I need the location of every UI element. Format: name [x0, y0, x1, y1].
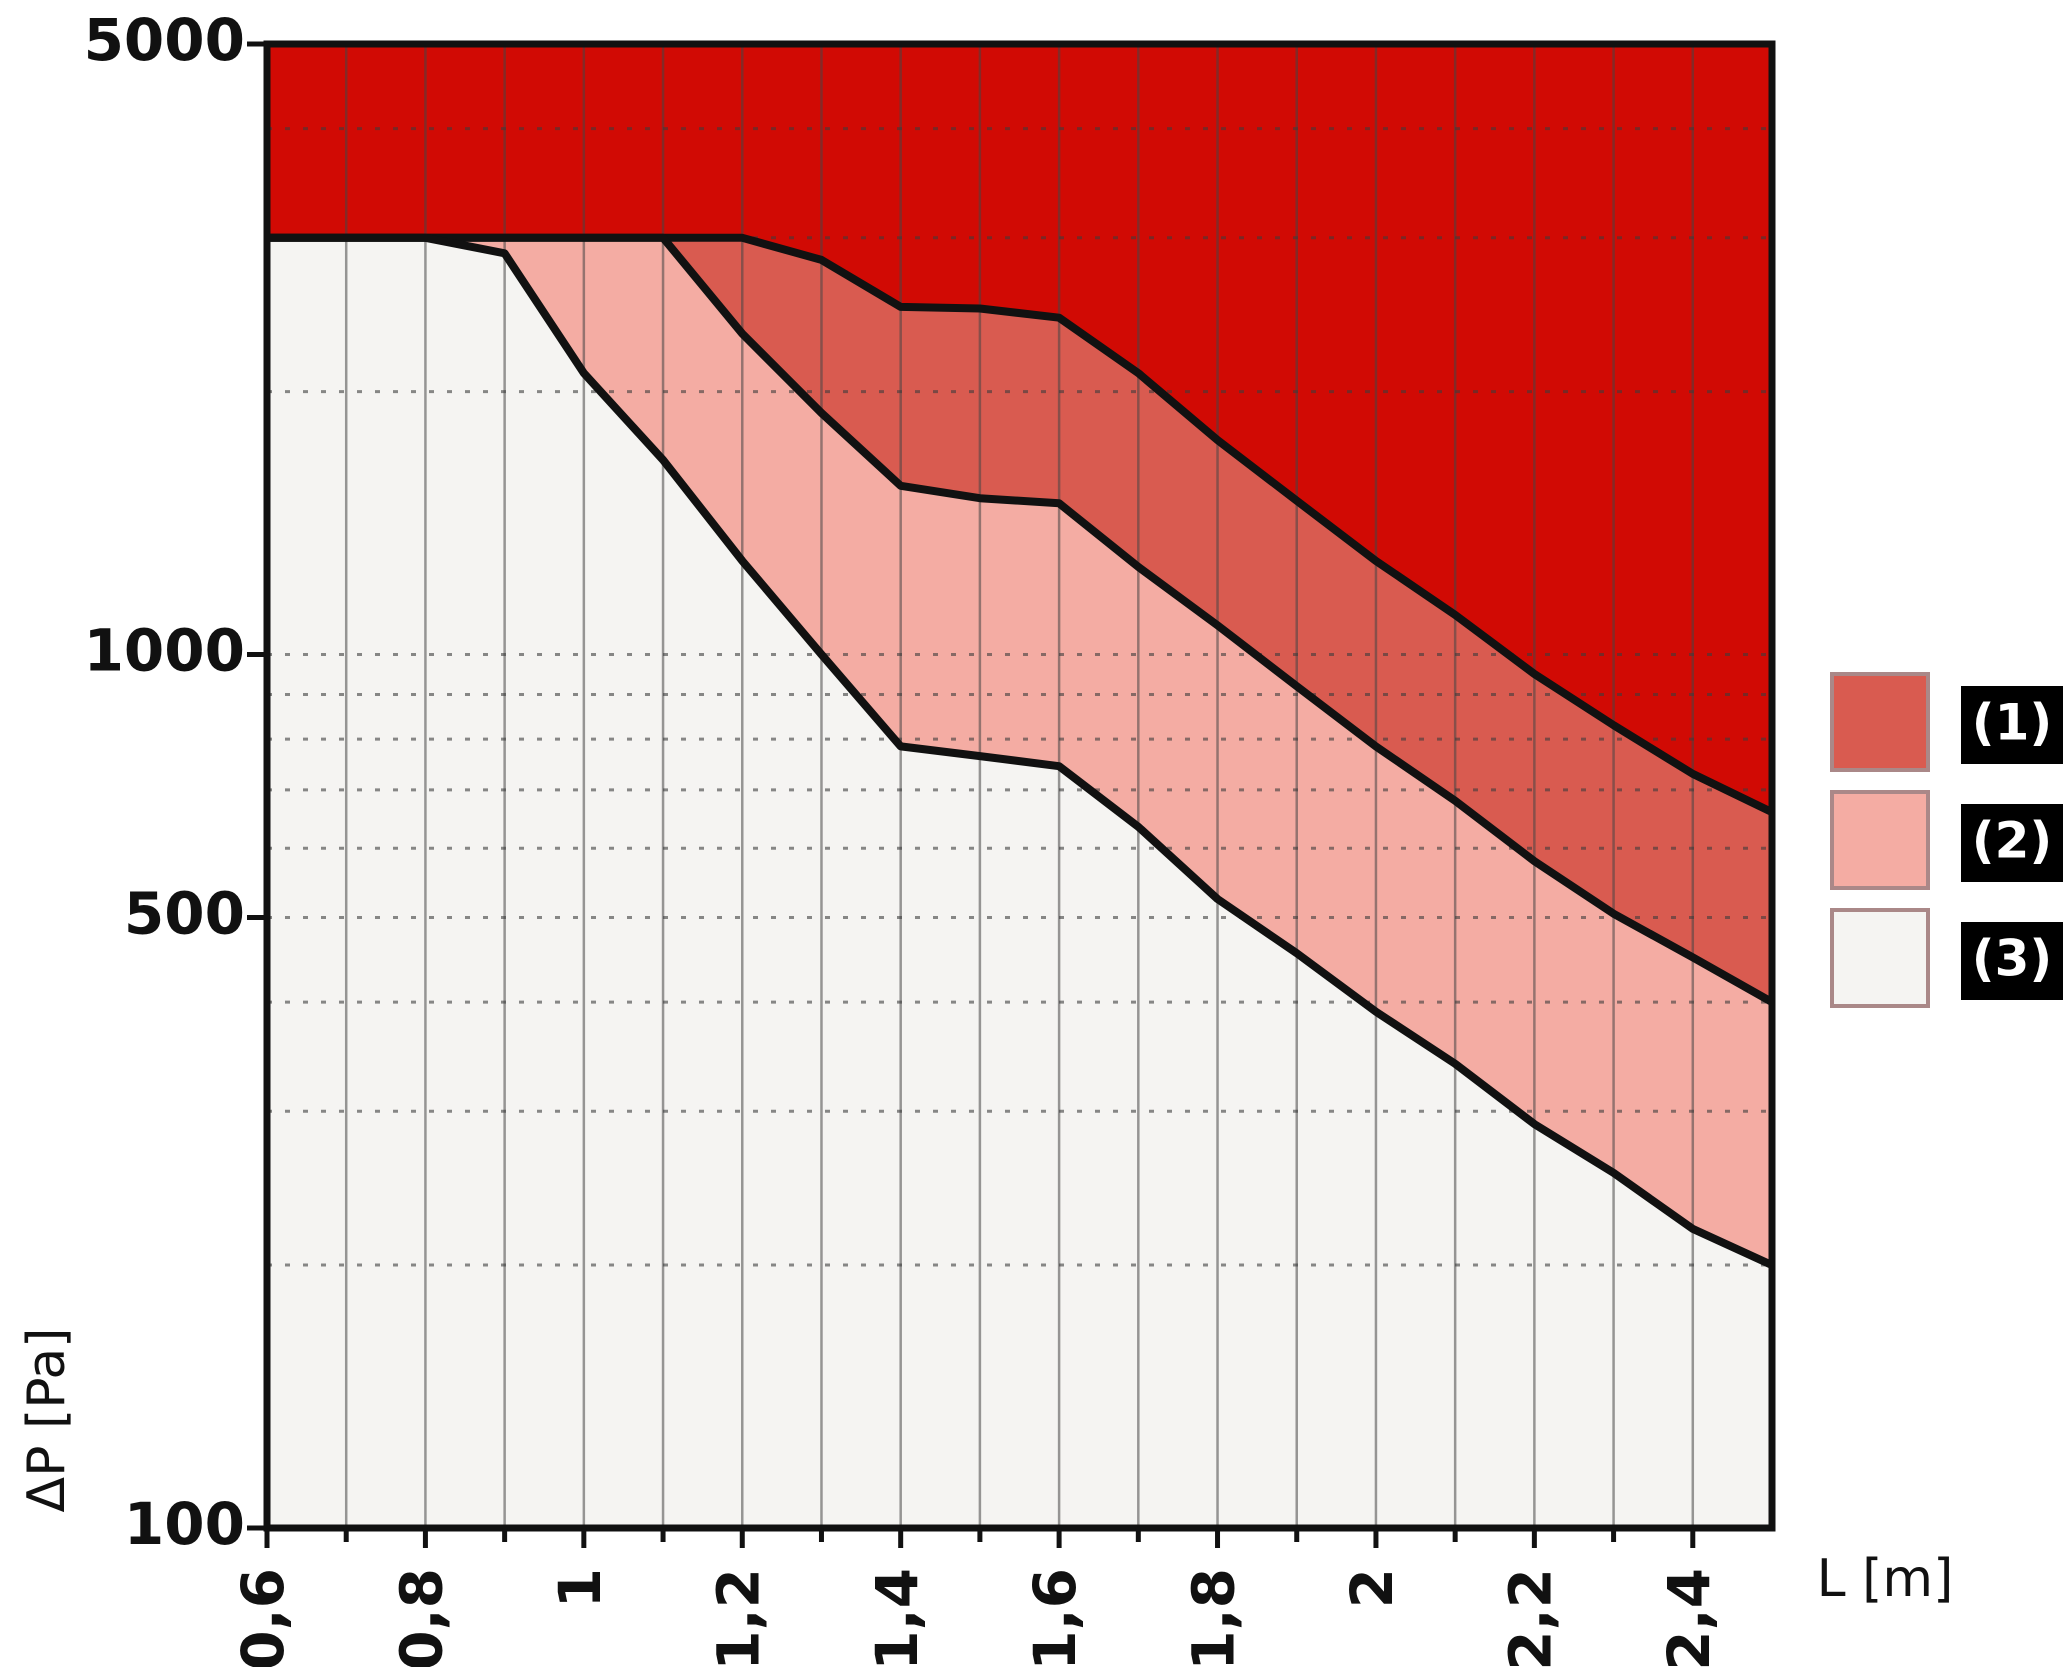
x-tick-label: 1,8 — [1180, 1568, 1248, 1667]
legend-label-box — [1961, 922, 2063, 1000]
y-tick-label: 500 — [124, 880, 245, 948]
x-tick-label: 2,2 — [1496, 1568, 1564, 1667]
y-tick-label: 1000 — [84, 617, 245, 685]
y-axis-label: ΔP [Pa] — [17, 1328, 77, 1513]
x-tick-label: 1,4 — [863, 1568, 931, 1667]
legend-label-box — [1961, 804, 2063, 882]
y-tick-label: 5000 — [84, 6, 245, 74]
plot-frame — [263, 40, 1776, 1532]
legend-label: (1) — [1972, 694, 2053, 752]
x-tick-label: 2 — [1338, 1568, 1406, 1608]
x-tick-label: 1 — [546, 1568, 614, 1608]
legend-swatch — [1830, 790, 1930, 890]
legend-label: (2) — [1972, 812, 2053, 870]
legend-label: (3) — [1972, 930, 2053, 988]
legend-swatch — [1830, 672, 1930, 772]
zone-fill — [267, 237, 1772, 1003]
boundary-line — [267, 233, 1774, 1006]
x-axis-label: L [m] — [1817, 1549, 1954, 1609]
boundary-line — [267, 233, 1774, 1269]
y-tick-label: 100 — [124, 1490, 245, 1558]
x-tick-label: 0,6 — [229, 1568, 297, 1667]
x-tick-label: 1,6 — [1021, 1568, 1089, 1667]
zone-fill — [267, 237, 1772, 1266]
x-tick-label: 0,8 — [388, 1568, 456, 1667]
legend-label-box — [1961, 686, 2063, 764]
x-tick-label: 2,4 — [1655, 1568, 1723, 1667]
legend-swatch — [1830, 908, 1930, 1008]
x-tick-label: 1,2 — [704, 1568, 772, 1667]
